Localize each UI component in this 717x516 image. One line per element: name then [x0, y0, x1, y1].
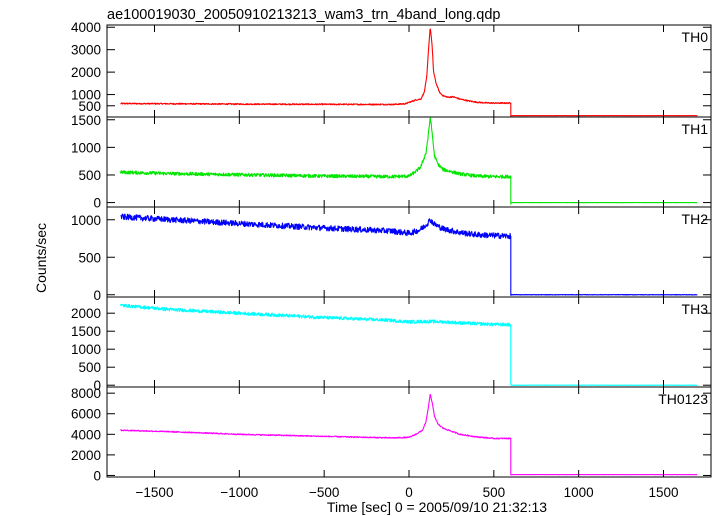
chart-title: ae100019030_20050910213213_wam3_trn_4ban…	[107, 7, 500, 23]
y-tick-label: 4000	[71, 427, 101, 442]
series-line-th1	[120, 117, 698, 205]
y-tick-label: 2000	[71, 448, 101, 463]
panel-th0123: TH0123 0 2000 4000 6000 8000	[71, 386, 712, 483]
y-tick-label: 500	[78, 99, 101, 114]
panels-group: TH05001000200030004000TH1050010001500TH2…	[71, 20, 712, 500]
x-tick-label: −500	[309, 485, 339, 500]
y-tick-label: 1000	[71, 213, 101, 228]
series-line-th0	[120, 28, 698, 117]
y-tick-label: 3000	[71, 43, 101, 58]
panel-name-label: TH3	[682, 301, 709, 317]
panel-name-label: TH0123	[658, 391, 708, 407]
y-axis-label: Counts/sec	[33, 223, 49, 293]
panel-name-label: TH1	[682, 121, 709, 137]
y-tick-label: 0	[93, 378, 101, 393]
y-tick-label: 2000	[71, 65, 101, 80]
x-tick-label: 0	[405, 485, 413, 500]
y-tick-label: 1500	[71, 324, 101, 339]
y-tick-label: 0	[93, 468, 101, 483]
series-line-th0123	[120, 393, 698, 476]
y-tick-label: 1500	[71, 113, 101, 128]
panel-name-label: TH0	[682, 29, 709, 45]
y-tick-label: 4000	[71, 20, 101, 35]
y-tick-label: 8000	[71, 386, 101, 401]
y-tick-label: 0	[93, 288, 101, 303]
x-tick-label: 1000	[564, 485, 594, 500]
y-tick-label: 1000	[71, 342, 101, 357]
y-tick-label: 1000	[71, 88, 101, 103]
x-tick-label: 1500	[648, 485, 678, 500]
x-tick-label: −1500	[136, 485, 174, 500]
y-tick-label: 500	[78, 168, 101, 183]
panel-th1: TH1 0 500 1000 1500	[71, 113, 712, 211]
panel-name-label: TH2	[682, 211, 709, 227]
x-tick-label: −1000	[220, 485, 258, 500]
x-tick-label: 500	[483, 485, 506, 500]
y-tick-label: 2000	[71, 306, 101, 321]
y-tick-label: 500	[78, 250, 101, 265]
series-line-th2	[120, 213, 698, 296]
y-tick-label: 0	[93, 196, 101, 211]
y-tick-label: 500	[78, 360, 101, 375]
y-tick-label: 1000	[71, 140, 101, 155]
x-axis-label: Time [sec] 0 = 2005/09/10 21:32:13	[327, 499, 547, 515]
y-tick-label: 6000	[71, 407, 101, 422]
series-line-th3	[120, 303, 698, 386]
